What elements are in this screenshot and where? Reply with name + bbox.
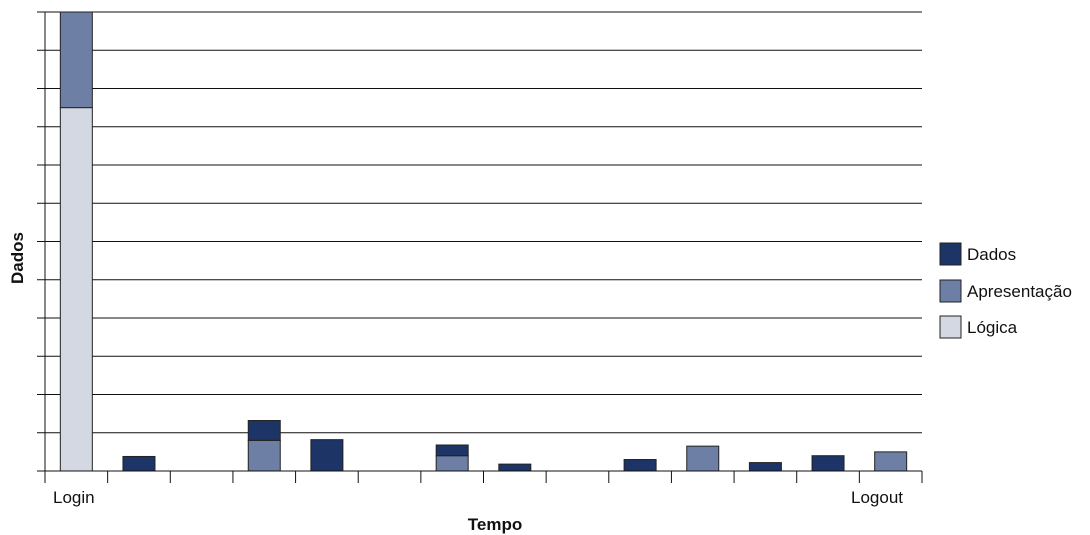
- legend-swatch-dados: [939, 242, 962, 266]
- bar-segment-dados-12: [748, 462, 782, 472]
- bar-segment-dados-13: [811, 455, 845, 472]
- x-tick-label-logout: Logout: [851, 488, 903, 507]
- bar-segment-lgica-1: [59, 107, 93, 472]
- bar-segment-dados-2: [122, 455, 156, 472]
- legend-swatch-apresentacao: [939, 279, 962, 303]
- gridlines: [45, 11, 922, 434]
- bars: [59, 11, 908, 472]
- legend-label-apresentacao: Apresentação: [967, 282, 1072, 301]
- bar-segment-apresentao-11: [686, 445, 720, 472]
- x-tick-label-login: Login: [53, 488, 95, 507]
- bar-segment-dados-5: [310, 439, 344, 472]
- legend-label-dados: Dados: [967, 245, 1016, 264]
- bar-segment-dados-7: [435, 444, 469, 457]
- bar-segment-dados-4: [247, 420, 281, 441]
- bar-segment-apresentao-14: [874, 451, 908, 472]
- axes: [37, 11, 923, 483]
- bar-segment-apresentao-7: [435, 455, 469, 472]
- bar-segment-dados-8: [498, 463, 532, 472]
- bar-segment-apresentao-4: [247, 439, 281, 472]
- x-axis-title: Tempo: [468, 515, 522, 534]
- legend: Dados Apresentação Lógica: [939, 242, 1072, 339]
- legend-swatch-logica: [939, 315, 962, 339]
- bar-segment-apresentao-1: [59, 11, 93, 109]
- y-axis-title: Dados: [8, 232, 27, 284]
- bar-segment-dados-10: [623, 459, 657, 472]
- legend-label-logica: Lógica: [967, 318, 1018, 337]
